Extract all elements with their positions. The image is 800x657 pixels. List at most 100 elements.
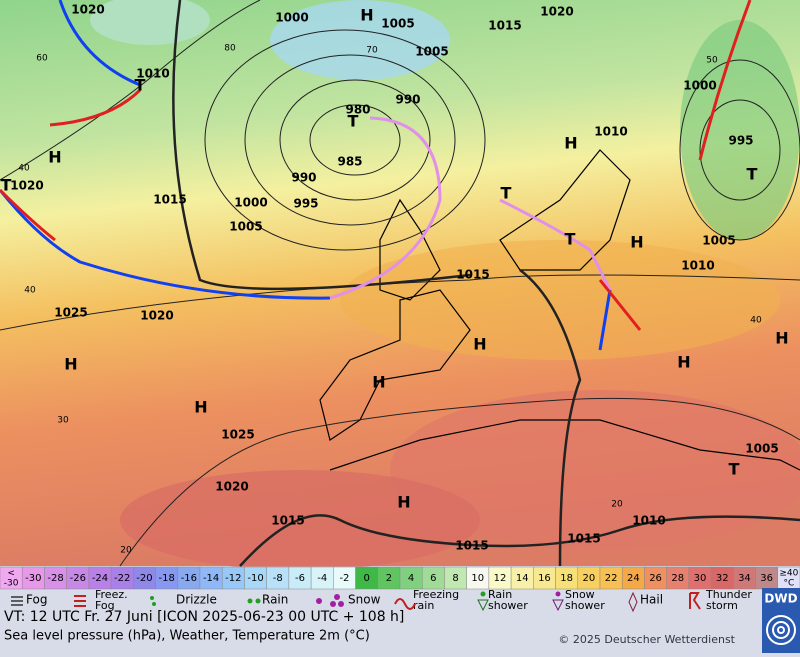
- pressure-center: H: [473, 335, 486, 354]
- isobar-label: 1005: [381, 17, 414, 31]
- temperature-label: 30: [57, 416, 69, 426]
- pressure-center: T: [565, 230, 576, 249]
- color-scale-label: -14: [203, 573, 219, 584]
- color-scale-label: -8: [273, 573, 283, 584]
- color-scale-top: <: [7, 569, 15, 579]
- legend-label: Rain shower: [488, 588, 528, 612]
- logo-box: [762, 588, 800, 653]
- isobar-label: 995: [293, 197, 318, 211]
- color-scale-label: -28: [47, 573, 63, 584]
- color-scale-label: 10: [471, 573, 484, 584]
- logo-mark: [766, 615, 796, 645]
- color-scale-label: -30: [25, 573, 41, 584]
- isobar-label: 995: [728, 134, 753, 148]
- color-scale-label: -26: [70, 573, 86, 584]
- color-scale-label: 18: [560, 573, 573, 584]
- isobar-label: 1010: [594, 125, 627, 139]
- legend-label: Freezing rain: [413, 588, 459, 612]
- valid-time: VT: 12 UTC Fr. 27 Juni [ICON 2025-06-23 …: [4, 609, 404, 625]
- pressure-center: H: [630, 233, 643, 252]
- isobar-label: 1000: [683, 79, 716, 93]
- temperature-label: 40: [24, 286, 36, 296]
- color-scale-label: 8: [452, 573, 458, 584]
- legend-label: Hail: [640, 593, 663, 607]
- isobar-label: 980: [345, 103, 370, 117]
- fronts: [0, 0, 752, 351]
- color-scale-top: ≥40: [779, 569, 798, 579]
- isobar-label: 1020: [10, 179, 43, 193]
- color-scale-label: 34: [738, 573, 751, 584]
- pressure-center: H: [48, 148, 61, 167]
- isobar-label: 1015: [488, 19, 521, 33]
- color-scale-label: °C: [783, 579, 794, 589]
- color-scale-label: -2: [339, 573, 349, 584]
- pressure-center: T: [1, 176, 12, 195]
- legend-label: Freez. Fog: [95, 588, 128, 612]
- color-scale-label: 28: [671, 573, 684, 584]
- color-scale-label: -4: [317, 573, 327, 584]
- legend-icons: [11, 591, 701, 613]
- pressure-center: T: [501, 184, 512, 203]
- isobar-label: 990: [395, 93, 420, 107]
- pressure-center: H: [564, 134, 577, 153]
- isobar-label: 1015: [271, 514, 304, 528]
- pressure-center: T: [348, 112, 359, 131]
- isobar-label: 1005: [415, 45, 448, 59]
- color-scale-label: -6: [295, 573, 305, 584]
- pressure-center: H: [677, 353, 690, 372]
- isobar-label: 1010: [632, 514, 665, 528]
- color-scale-label: 36: [760, 573, 773, 584]
- legend-label: Fog: [26, 593, 47, 607]
- isobar-label: 1020: [215, 480, 248, 494]
- color-scale-label: 12: [494, 573, 507, 584]
- isobar-label: 1000: [234, 196, 267, 210]
- color-scale-label: -18: [158, 573, 174, 584]
- temperature-label: 40: [18, 164, 30, 174]
- temperature-label: 60: [36, 54, 48, 64]
- color-scale-label: -16: [181, 573, 197, 584]
- temperature-label: 80: [224, 44, 236, 54]
- color-scale-label: 16: [538, 573, 551, 584]
- isobar-label: 985: [337, 155, 362, 169]
- isobar-label: 1020: [540, 5, 573, 19]
- color-scale-label: 26: [649, 573, 662, 584]
- legend-label: Snow shower: [565, 588, 605, 612]
- color-scale-label: 20: [583, 573, 596, 584]
- isobar-label: 1025: [221, 428, 254, 442]
- isobar-label: 1015: [455, 539, 488, 553]
- color-scale-label: 30: [694, 573, 707, 584]
- isobar-label: 1000: [275, 11, 308, 25]
- pressure-center: H: [372, 373, 385, 392]
- temperature-label: 20: [120, 546, 132, 556]
- isobar-label: 1015: [153, 193, 186, 207]
- legend-label: Rain: [262, 593, 288, 607]
- description: Sea level pressure (hPa), Weather, Tempe…: [4, 629, 370, 644]
- temperature-label: 70: [366, 46, 378, 56]
- temperature-label: 40: [750, 316, 762, 326]
- isobar-label: 1020: [71, 3, 104, 17]
- color-scale-label: -12: [225, 573, 241, 584]
- temperature-label: 20: [611, 500, 623, 510]
- isobar-label: 1005: [745, 442, 778, 456]
- pressure-center: H: [775, 329, 788, 348]
- color-scale-label: 4: [408, 573, 414, 584]
- copyright: © 2025 Deutscher Wetterdienst: [558, 633, 735, 646]
- legend-label: Thunder storm: [705, 588, 752, 612]
- color-scale-label: -22: [114, 573, 130, 584]
- isobar-label: 1005: [229, 220, 262, 234]
- color-scale-label: 6: [430, 573, 436, 584]
- isobar-label: 990: [291, 171, 316, 185]
- isobars: [0, 0, 800, 567]
- isobar-label: 1025: [54, 306, 87, 320]
- color-scale-label: -20: [136, 573, 152, 584]
- pressure-center: H: [194, 398, 207, 417]
- pressure-center: T: [747, 165, 758, 184]
- pressure-center: H: [360, 6, 373, 25]
- color-scale-label: 2: [386, 573, 392, 584]
- color-scale-label: 14: [516, 573, 529, 584]
- isobar-label: 1005: [702, 234, 735, 248]
- color-scale-label: 24: [627, 573, 640, 584]
- pressure-center: T: [729, 460, 740, 479]
